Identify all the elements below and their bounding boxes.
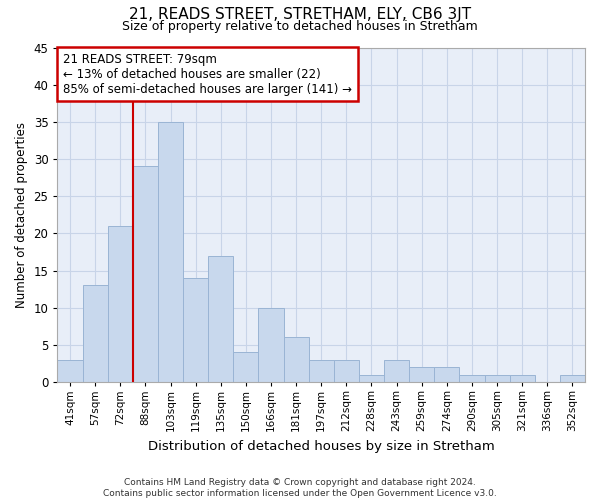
Bar — [58, 360, 83, 382]
Text: Size of property relative to detached houses in Stretham: Size of property relative to detached ho… — [122, 20, 478, 33]
Bar — [108, 226, 133, 382]
Bar — [560, 374, 585, 382]
X-axis label: Distribution of detached houses by size in Stretham: Distribution of detached houses by size … — [148, 440, 494, 452]
Bar — [158, 122, 183, 382]
Y-axis label: Number of detached properties: Number of detached properties — [15, 122, 28, 308]
Bar — [409, 367, 434, 382]
Text: 21 READS STREET: 79sqm
← 13% of detached houses are smaller (22)
85% of semi-det: 21 READS STREET: 79sqm ← 13% of detached… — [63, 52, 352, 96]
Bar — [233, 352, 259, 382]
Bar — [509, 374, 535, 382]
Bar — [284, 338, 308, 382]
Bar — [384, 360, 409, 382]
Bar — [334, 360, 359, 382]
Bar — [133, 166, 158, 382]
Bar — [460, 374, 485, 382]
Bar — [208, 256, 233, 382]
Text: Contains HM Land Registry data © Crown copyright and database right 2024.
Contai: Contains HM Land Registry data © Crown c… — [103, 478, 497, 498]
Bar — [485, 374, 509, 382]
Bar — [359, 374, 384, 382]
Bar — [434, 367, 460, 382]
Bar — [259, 308, 284, 382]
Bar — [183, 278, 208, 382]
Bar — [308, 360, 334, 382]
Bar — [83, 286, 108, 382]
Text: 21, READS STREET, STRETHAM, ELY, CB6 3JT: 21, READS STREET, STRETHAM, ELY, CB6 3JT — [129, 8, 471, 22]
